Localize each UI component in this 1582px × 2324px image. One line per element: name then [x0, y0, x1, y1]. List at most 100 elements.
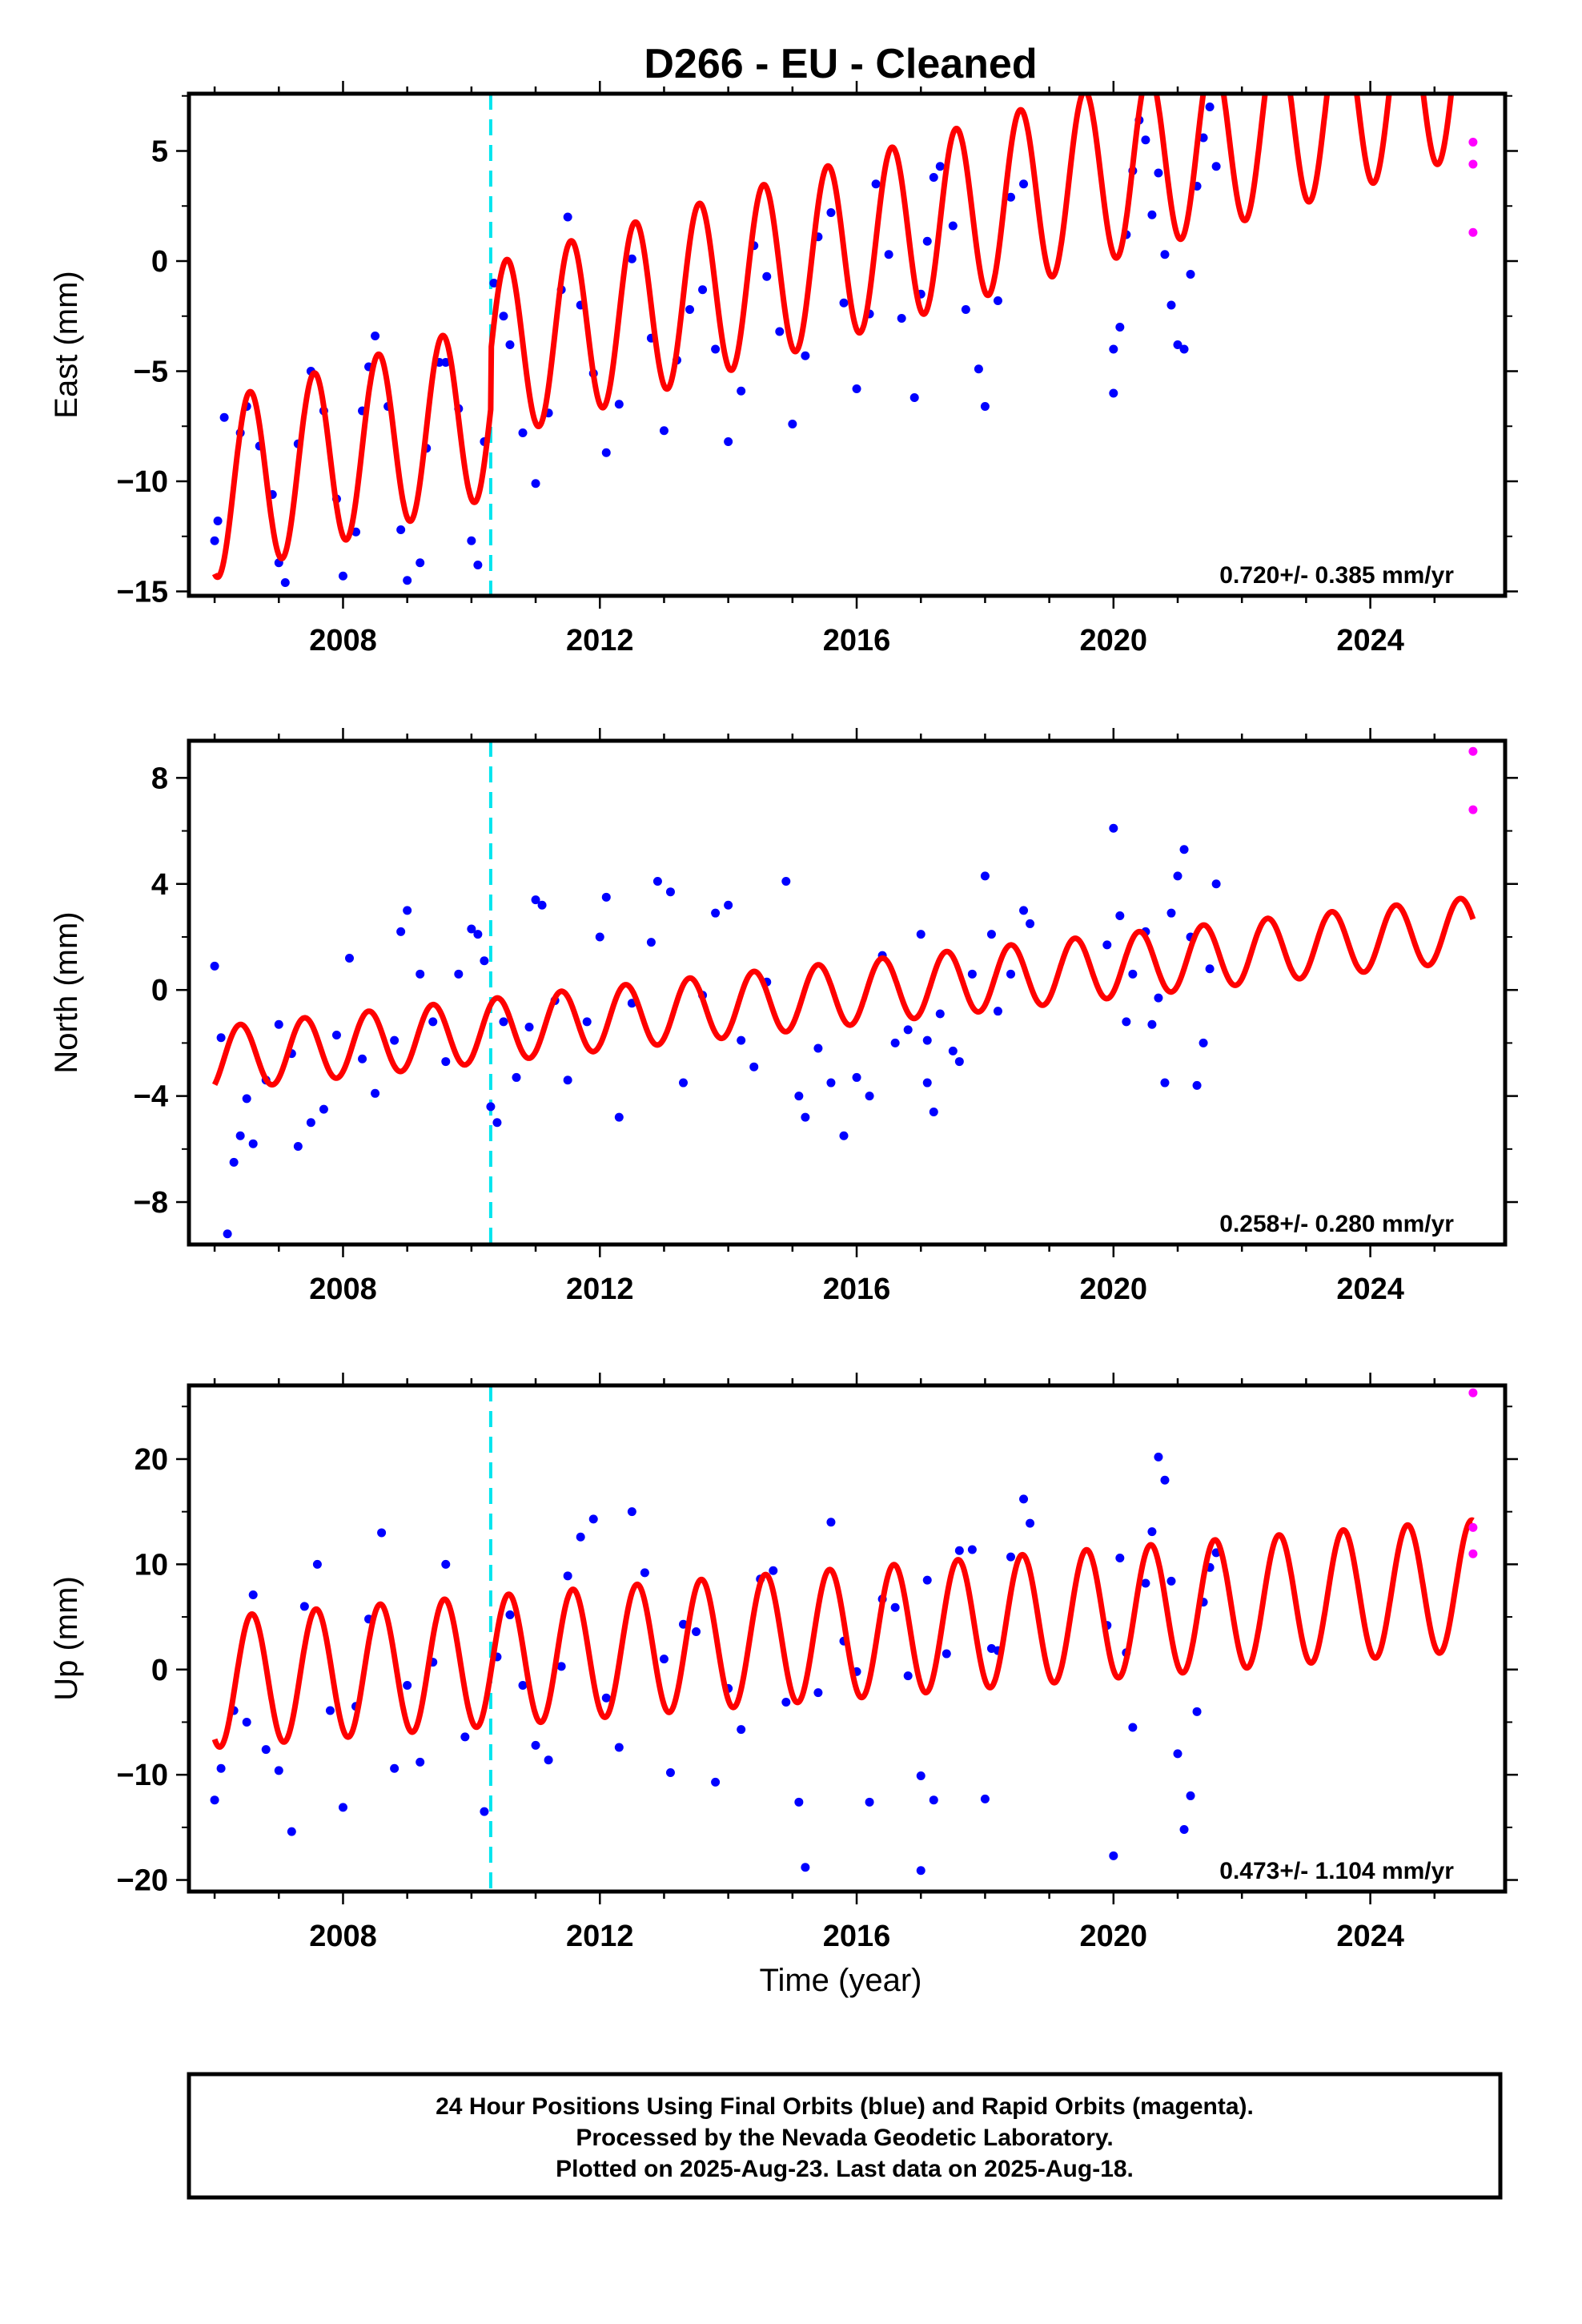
- final-orbit-point: [377, 1528, 387, 1538]
- final-orbit-point: [865, 1797, 874, 1807]
- x-tick-label: 2016: [823, 1273, 891, 1306]
- final-orbit-point: [1166, 908, 1176, 918]
- final-orbit-point: [390, 1035, 400, 1045]
- final-orbit-point: [325, 1706, 335, 1715]
- final-orbit-point: [416, 558, 425, 568]
- final-orbit-point: [454, 969, 464, 979]
- final-orbit-point: [1006, 969, 1015, 979]
- final-orbit-point: [646, 938, 656, 947]
- final-orbit-point: [801, 1863, 810, 1872]
- final-orbit-point: [1019, 1494, 1029, 1504]
- y-tick-label: 0: [151, 974, 168, 1007]
- rapid-orbit-point: [1468, 1522, 1478, 1532]
- final-orbit-point: [1179, 344, 1189, 354]
- final-orbit-point: [948, 1046, 958, 1055]
- final-orbit-point: [980, 1794, 990, 1803]
- footer-line-3: Plotted on 2025-Aug-23. Last data on 202…: [556, 2156, 1134, 2182]
- final-orbit-point: [1026, 1518, 1035, 1528]
- final-orbit-point: [942, 1649, 951, 1659]
- final-orbit-point: [1128, 969, 1138, 979]
- final-orbit-point: [980, 402, 990, 411]
- x-tick-label: 2012: [566, 624, 634, 657]
- y-tick-label: 8: [151, 762, 168, 795]
- final-orbit-point: [711, 344, 721, 354]
- final-orbit-point: [563, 1076, 572, 1085]
- final-orbit-point: [588, 1514, 598, 1524]
- rapid-orbit-point: [1468, 1549, 1478, 1558]
- final-orbit-point: [1019, 179, 1029, 189]
- x-tick-label: 2012: [566, 1920, 634, 1953]
- final-orbit-point: [1154, 168, 1163, 178]
- north-plot-frame: [187, 738, 1508, 1247]
- final-orbit-point: [1019, 906, 1029, 915]
- final-orbit-point: [1186, 270, 1195, 279]
- final-orbit-point: [1160, 250, 1170, 259]
- final-orbit-point: [954, 1546, 964, 1555]
- final-orbit-point: [274, 1766, 283, 1775]
- final-orbit-point: [749, 1062, 759, 1072]
- final-orbit-point: [460, 1732, 470, 1742]
- final-orbit-point: [685, 305, 695, 314]
- final-orbit-point: [467, 924, 476, 934]
- final-orbit-point: [1173, 871, 1182, 881]
- final-orbit-point: [274, 1019, 283, 1029]
- final-orbit-point: [312, 1559, 322, 1569]
- final-orbit-point: [556, 1662, 566, 1671]
- final-orbit-point: [1102, 940, 1112, 950]
- final-orbit-point: [1166, 1576, 1176, 1586]
- final-orbit-point: [627, 254, 636, 263]
- final-orbit-point: [679, 1078, 689, 1088]
- final-orbit-point: [428, 1017, 438, 1027]
- final-orbit-point: [1115, 323, 1125, 332]
- final-orbit-point: [505, 340, 515, 349]
- final-orbit-point: [698, 285, 708, 295]
- final-orbit-point: [659, 426, 669, 436]
- final-orbit-point: [980, 871, 990, 881]
- x-tick-label: 2012: [566, 1273, 634, 1306]
- up-panel: 2008 2012 2016 2020 2024 −20 −10 0 10 20 Up (mm) 0.…: [49, 1373, 1518, 1953]
- final-orbit-point: [1211, 162, 1221, 171]
- final-orbit-point: [293, 1142, 303, 1152]
- x-tick-label: 2020: [1080, 1273, 1148, 1306]
- up-rate-label: 0.473+/- 1.104 mm/yr: [1219, 1858, 1454, 1884]
- final-orbit-point: [737, 386, 746, 396]
- final-orbit-point: [871, 179, 881, 189]
- final-orbit-point: [319, 1104, 328, 1114]
- final-orbit-point: [916, 1771, 926, 1780]
- final-orbit-point: [531, 1740, 540, 1750]
- final-orbit-point: [306, 1118, 315, 1128]
- x-tick-label: 2024: [1336, 1273, 1404, 1306]
- final-orbit-point: [601, 448, 611, 457]
- rapid-orbit-point: [1468, 805, 1478, 814]
- final-orbit-point: [473, 930, 483, 939]
- final-orbit-point: [826, 208, 836, 217]
- final-orbit-point: [473, 561, 483, 569]
- final-orbit-point: [897, 314, 906, 323]
- final-orbit-point: [640, 1568, 649, 1578]
- final-orbit-point: [769, 1566, 778, 1575]
- final-orbit-point: [801, 1112, 810, 1122]
- y-tick-label: −10: [117, 465, 168, 499]
- final-orbit-point: [916, 1866, 926, 1876]
- y-tick-label: −4: [134, 1080, 168, 1114]
- final-orbit-point: [582, 1017, 592, 1027]
- final-orbit-point: [403, 576, 412, 585]
- final-orbit-point: [601, 892, 611, 902]
- final-orbit-point: [903, 1025, 913, 1035]
- final-orbit-point: [441, 1559, 451, 1569]
- east-data: [210, 94, 1478, 596]
- final-orbit-point: [248, 1139, 258, 1148]
- final-orbit-point: [665, 887, 675, 897]
- final-orbit-point: [903, 1671, 913, 1681]
- footer-line-1: 24 Hour Positions Using Final Orbits (bl…: [436, 2093, 1254, 2120]
- final-orbit-point: [665, 1768, 675, 1778]
- final-orbit-point: [1186, 1791, 1195, 1800]
- final-orbit-point: [826, 1078, 836, 1088]
- final-orbit-point: [813, 1688, 823, 1698]
- final-orbit-point: [788, 420, 797, 428]
- up-y-axis-label: Up (mm): [49, 1576, 84, 1701]
- final-orbit-point: [711, 908, 721, 918]
- final-orbit-point: [1026, 919, 1035, 928]
